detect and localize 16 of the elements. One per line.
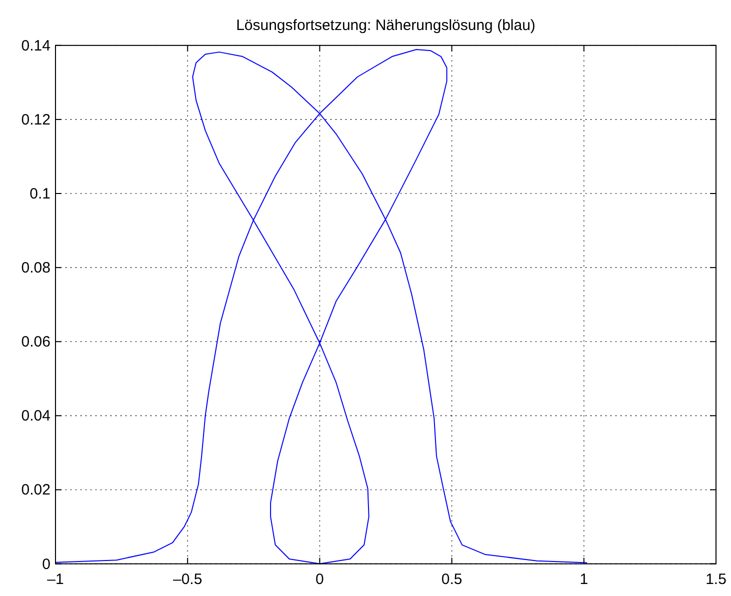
y-tick-label: 0.1 — [30, 186, 50, 203]
x-tick-label: 1.5 — [706, 570, 726, 588]
x-tick-label: 1 — [580, 570, 588, 588]
y-tick-label: 0.02 — [21, 482, 50, 499]
y-tick-label: 0.08 — [21, 260, 50, 277]
y-tick-label: 0.14 — [21, 37, 50, 54]
line-series — [55, 48, 588, 564]
chart-title: Lösungsfortsetzung: Näherungslösung (blau) — [236, 17, 536, 34]
x-tick-label: 0.5 — [441, 570, 462, 588]
x-tick-label: 0 — [316, 570, 324, 588]
y-tick-label: 0.04 — [21, 408, 50, 425]
x-tick-label: –1 — [47, 570, 64, 588]
y-tick-label: 0.06 — [21, 334, 50, 351]
y-tick-label: 0 — [42, 556, 50, 573]
x-tick-label: –0.5 — [173, 570, 202, 588]
y-tick-label: 0.12 — [21, 111, 50, 128]
